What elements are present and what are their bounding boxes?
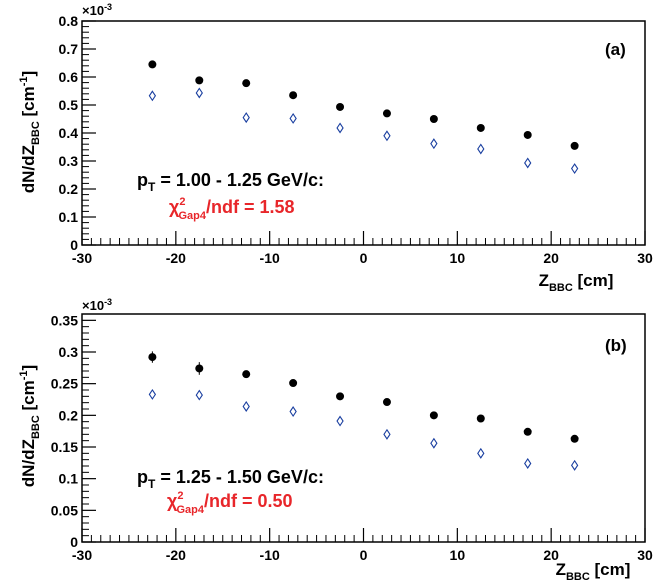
data-point-circle <box>195 364 204 373</box>
exponent-label-b: ×10-3 <box>82 297 112 313</box>
y-tick-label: 0.4 <box>59 125 79 141</box>
data-point-circle <box>242 370 251 379</box>
data-point-circle <box>429 115 438 123</box>
data-point-diamond <box>242 400 250 412</box>
y-axis-title-b: dN/dZBBC [cm-1] <box>18 365 42 487</box>
x-axis-title-b: ZBBC [cm] <box>556 560 631 582</box>
y-tick-label: 0.35 <box>51 312 78 328</box>
pt-range-a: pT = 1.00 - 1.25 GeV/c: <box>137 170 324 194</box>
data-point-circle <box>382 109 391 118</box>
data-point-diamond <box>477 447 485 459</box>
y-tick-label: 0.3 <box>59 153 79 169</box>
panel-a: 0 0.1 0.2 0.3 0.4 0.5 0.6 0.7 0.8 -30 -20 -10 0 10 20… <box>18 2 653 294</box>
x-tick-label: 30 <box>637 547 653 563</box>
x-tick-label: -10 <box>260 250 280 266</box>
data-point-circle <box>476 123 485 132</box>
x-axis-title-a: ZBBC [cm] <box>539 271 614 294</box>
y-tick-label: 0.3 <box>59 344 79 360</box>
y-axis-title-a: dN/dZBBC [cm-1] <box>18 71 42 193</box>
x-tick-label: 20 <box>543 250 559 266</box>
data-point-circle <box>289 379 298 388</box>
exponent-label-a: ×10-3 <box>82 2 112 18</box>
data-point-diamond <box>524 457 532 469</box>
pt-range-b: pT = 1.25 - 1.50 GeV/c: <box>137 467 324 491</box>
x-tick-label: 0 <box>360 250 368 266</box>
data-point-circle <box>336 102 345 111</box>
data-point-diamond <box>336 122 344 134</box>
y-tick-label: 0.15 <box>51 439 78 455</box>
y-tick-label: 0.05 <box>51 502 78 518</box>
data-point-diamond <box>336 415 344 427</box>
chi2-ndf-a: χ2 Gap4/ndf = 1.58 <box>169 196 295 222</box>
data-point-diamond <box>195 87 203 99</box>
data-point-diamond <box>570 163 579 175</box>
panel-label-b: (b) <box>605 336 627 355</box>
x-tick-label: 30 <box>637 250 653 266</box>
data-point-circle <box>289 91 298 100</box>
x-tick-label: -20 <box>166 547 186 563</box>
y-tick-label: 0.5 <box>59 97 79 113</box>
y-tick-label: 0.8 <box>59 13 79 29</box>
x-tick-label: 20 <box>543 547 559 563</box>
x-tick-label: -30 <box>72 547 92 563</box>
plot-frame-a <box>81 20 646 246</box>
data-point-diamond <box>148 388 157 400</box>
y-tick-label: 0 <box>70 534 78 550</box>
data-point-circle <box>570 141 579 150</box>
x-tick-label: -30 <box>72 250 92 266</box>
data-point-circle <box>242 79 251 88</box>
y-tick-label: 0.1 <box>59 209 79 225</box>
y-tick-label: 0 <box>70 237 78 253</box>
data-points-b <box>148 351 579 471</box>
data-point-circle <box>570 434 579 443</box>
data-point-diamond <box>477 143 485 155</box>
x-axis-a: -30 -20 -10 0 10 20 30 <box>72 231 653 266</box>
data-point-diamond <box>289 112 297 124</box>
data-point-circle <box>429 411 438 420</box>
data-point-diamond <box>383 130 391 142</box>
data-point-diamond <box>430 138 438 150</box>
data-point-circle <box>476 414 485 423</box>
x-tick-label: -10 <box>260 547 280 563</box>
data-point-diamond <box>289 406 297 418</box>
data-point-diamond <box>524 157 532 169</box>
data-point-circle <box>148 60 157 69</box>
x-tick-label: -20 <box>166 250 186 266</box>
y-tick-label: 0.2 <box>59 407 79 423</box>
data-point-circle <box>523 130 532 139</box>
x-tick-label: 10 <box>450 250 466 266</box>
y-tick-label: 0.6 <box>59 69 79 85</box>
data-point-diamond <box>195 389 203 401</box>
y-tick-label: 0.1 <box>59 471 79 487</box>
y-tick-label: 0.25 <box>51 376 78 392</box>
x-tick-label: 10 <box>450 547 466 563</box>
panel-b: 0 0.05 0.1 0.15 0.2 0.25 0.3 0.35 -30 -20 -10 0 10 2… <box>18 297 653 582</box>
panel-label-a: (a) <box>605 40 626 59</box>
data-point-circle <box>382 398 391 407</box>
chi2-ndf-b: χ2 Gap4/ndf = 0.50 <box>167 490 293 516</box>
data-point-circle <box>336 392 345 401</box>
data-point-diamond <box>383 428 391 440</box>
x-tick-label: 0 <box>360 547 368 563</box>
y-axis-a: 0 0.1 0.2 0.3 0.4 0.5 0.6 0.7 0.8 <box>59 13 96 253</box>
data-point-circle <box>195 76 204 85</box>
data-point-diamond <box>570 459 579 471</box>
data-point-diamond <box>148 90 157 102</box>
y-axis-b: 0 0.05 0.1 0.15 0.2 0.25 0.3 0.35 <box>51 312 96 550</box>
y-tick-label: 0.2 <box>59 181 79 197</box>
data-points-a <box>148 60 579 175</box>
x-axis-b: -30 -20 -10 0 10 20 30 <box>72 528 653 563</box>
data-point-circle <box>148 353 157 362</box>
data-point-circle <box>523 427 532 436</box>
y-tick-label: 0.7 <box>59 41 79 57</box>
data-point-diamond <box>430 437 438 449</box>
data-point-diamond <box>242 112 250 124</box>
